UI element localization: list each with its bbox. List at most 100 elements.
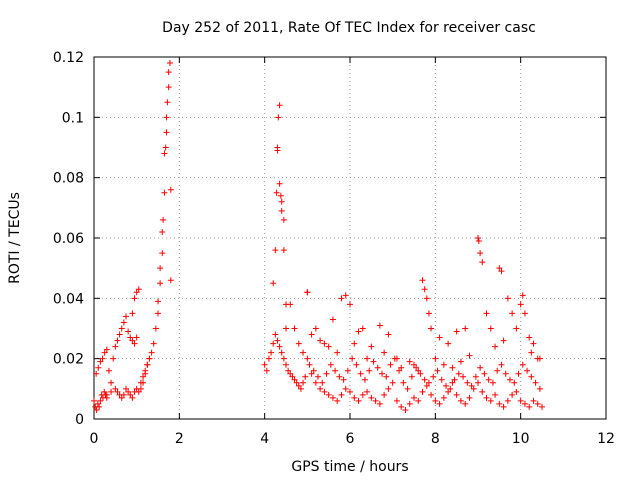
y-tick-label: 0.12 [53, 50, 84, 66]
data-point [432, 397, 439, 404]
data-point [436, 334, 443, 341]
data-point [504, 295, 511, 302]
data-point [483, 310, 490, 317]
data-point [308, 370, 315, 377]
data-point [325, 343, 332, 350]
data-point [385, 385, 392, 392]
data-point [419, 388, 426, 395]
data-point [453, 391, 460, 398]
data-point [95, 364, 102, 371]
data-point [319, 379, 326, 386]
data-point [280, 216, 287, 223]
data-point [376, 322, 383, 329]
data-point [509, 310, 516, 317]
data-point [421, 376, 428, 383]
data-point [434, 367, 441, 374]
y-tick-label: 0.08 [53, 171, 84, 187]
data-point [381, 391, 388, 398]
data-point [152, 325, 159, 332]
y-axis-label: ROTI / TECUs [7, 192, 23, 284]
data-points [91, 60, 545, 413]
data-point [159, 228, 166, 235]
x-tick-label: 0 [90, 431, 99, 447]
data-point [310, 367, 317, 374]
data-point [534, 400, 541, 407]
data-point [415, 367, 422, 374]
data-point [475, 238, 482, 245]
data-point [137, 385, 144, 392]
data-point [438, 376, 445, 383]
data-point [507, 376, 513, 383]
data-point [513, 325, 520, 332]
data-point [167, 277, 174, 284]
data-point [321, 388, 328, 395]
y-tick-label: 0.04 [53, 291, 84, 307]
data-point [304, 355, 311, 362]
data-point [528, 349, 535, 356]
data-point [496, 400, 503, 407]
data-point [477, 364, 484, 371]
data-point [277, 192, 284, 199]
grid [94, 57, 606, 419]
data-point [398, 364, 405, 371]
data-point [293, 379, 300, 386]
data-point [157, 280, 164, 287]
data-point [103, 391, 110, 398]
data-point [135, 388, 142, 395]
data-point [162, 144, 169, 151]
data-point [517, 301, 524, 308]
data-point [366, 367, 373, 374]
data-point [479, 388, 486, 395]
data-point [123, 313, 129, 320]
data-point [515, 370, 522, 377]
data-point [325, 391, 332, 398]
data-point [353, 361, 360, 368]
data-point [133, 289, 140, 296]
data-point [383, 373, 390, 380]
data-point [323, 370, 330, 377]
data-point [411, 394, 417, 401]
data-point [110, 355, 117, 362]
data-point [120, 319, 127, 326]
data-point [336, 373, 343, 380]
data-point [455, 370, 462, 377]
data-point [517, 397, 524, 404]
data-point [521, 310, 528, 317]
data-point [413, 364, 420, 371]
data-point [400, 379, 407, 386]
data-point [278, 349, 285, 356]
data-point [135, 286, 142, 293]
data-point [415, 397, 422, 404]
data-point [131, 340, 138, 347]
data-point [263, 367, 270, 374]
data-point [489, 379, 496, 386]
data-point [289, 373, 296, 380]
data-point [536, 385, 543, 392]
data-point [364, 388, 371, 395]
data-point [164, 99, 171, 106]
data-point [93, 406, 100, 413]
data-point [273, 189, 280, 196]
data-point [492, 391, 499, 398]
data-point [498, 361, 505, 368]
data-point [272, 331, 279, 338]
data-point [466, 394, 473, 401]
data-point [440, 361, 447, 368]
data-point [300, 349, 307, 356]
data-point [481, 370, 488, 377]
data-point [475, 379, 481, 386]
data-point [462, 400, 469, 407]
data-point [411, 361, 417, 368]
data-point [359, 391, 366, 398]
data-point [276, 180, 283, 187]
data-point [155, 298, 161, 305]
data-point [291, 376, 298, 383]
data-point [457, 397, 464, 404]
data-point [265, 355, 272, 362]
data-point [402, 406, 409, 413]
x-tick-label: 10 [512, 431, 530, 447]
data-point [300, 379, 307, 386]
data-point [445, 388, 452, 395]
data-point [283, 325, 289, 332]
y-tick-label: 0.02 [53, 352, 84, 368]
